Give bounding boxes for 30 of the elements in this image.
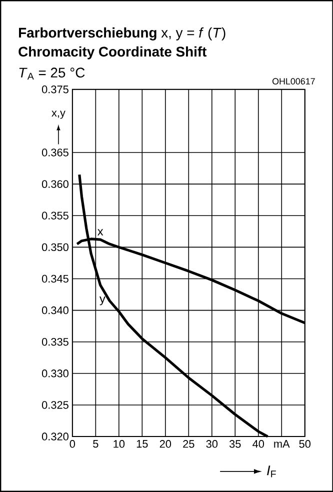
y-tick-label: 0.340 xyxy=(42,306,68,314)
x-tick-label: mA xyxy=(274,440,290,448)
series-label: x xyxy=(97,229,103,236)
y-tick-label: 0.350 xyxy=(42,243,68,252)
y-axis-title: x,y xyxy=(51,110,66,119)
x-tick-label: 10 xyxy=(113,440,124,448)
y-tick-label: 0.345 xyxy=(42,274,68,283)
x-tick-label: 40 xyxy=(252,440,264,448)
x-tick-label: 0 xyxy=(70,440,75,448)
chart-subtitle: Chromacity Coordinate Shift xyxy=(18,46,206,60)
x-tick-label: 35 xyxy=(229,440,241,448)
y-tick-label: 0.330 xyxy=(42,370,68,378)
y-tick-label: 0.335 xyxy=(42,338,68,346)
series-label: y xyxy=(99,296,106,306)
text: OHL00617 xyxy=(272,78,315,84)
x-tick-label: 15 xyxy=(136,440,148,448)
chart-title: Farbortverschiebung x, y = f (T) xyxy=(18,27,226,40)
text: T$_{A}$ = 25 °C xyxy=(19,68,84,80)
x-axis-title: I$_{F}$ xyxy=(266,466,276,478)
y-tick-label: 0.360 xyxy=(42,180,68,188)
y-tick-label: 0.355 xyxy=(42,212,68,220)
y-tick-label: 0.325 xyxy=(42,401,68,409)
x-tick-label: 50 xyxy=(299,440,310,448)
y-tick-label: 0.375 xyxy=(42,86,68,94)
x-tick-label: 20 xyxy=(160,440,171,448)
x-tick-label: 30 xyxy=(206,440,218,448)
x-tick-label: 5 xyxy=(92,440,98,448)
y-tick-label: 0.365 xyxy=(42,148,68,156)
x-tick-label: 25 xyxy=(182,440,194,448)
y-tick-label: 0.320 xyxy=(42,432,68,440)
